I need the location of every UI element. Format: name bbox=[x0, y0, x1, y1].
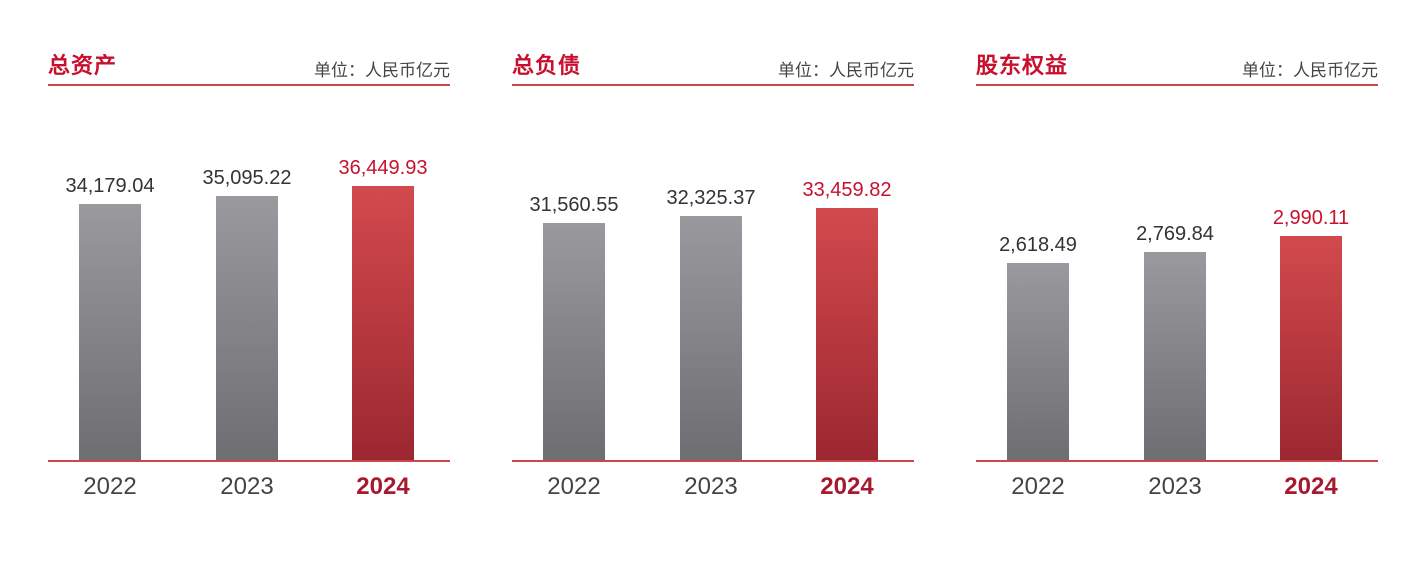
x-tick-label-2022: 2022 bbox=[83, 473, 136, 500]
bar-2023 bbox=[680, 216, 742, 461]
data-label-2023: 35,095.22 bbox=[203, 167, 292, 189]
unit-label: 单位：人民币亿元 bbox=[1242, 61, 1378, 81]
bar-2023 bbox=[216, 196, 278, 461]
bar-chart-shareholders-equity: 2,618.49 2022 2,769.84 2023 2,990.11 2024 bbox=[976, 207, 1378, 500]
x-tick-label-2024: 2024 bbox=[1284, 473, 1338, 500]
panel-header: 总负债 单位：人民币亿元 bbox=[512, 40, 914, 86]
panel-header: 股东权益 单位：人民币亿元 bbox=[976, 40, 1378, 86]
data-label-2022: 2,618.49 bbox=[999, 234, 1077, 256]
x-tick-label-2024: 2024 bbox=[820, 473, 874, 500]
x-tick-label-2022: 2022 bbox=[547, 473, 600, 500]
x-tick-label-2023: 2023 bbox=[220, 473, 273, 500]
chart-panel-total-liabilities: 总负债 单位：人民币亿元 31,560.55 2022 32,325.37 2023 3… bbox=[512, 40, 914, 510]
bar-2024 bbox=[352, 186, 414, 461]
bar-2022 bbox=[1007, 263, 1069, 461]
bar-2024 bbox=[1280, 236, 1342, 461]
bar-2022 bbox=[543, 223, 605, 461]
bar-chart-total-liabilities: 31,560.55 2022 32,325.37 2023 33,459.82 2024 bbox=[512, 179, 914, 500]
data-label-2022: 34,179.04 bbox=[66, 175, 155, 197]
panel-header: 总资产 单位：人民币亿元 bbox=[48, 40, 450, 86]
chart-panel-total-assets: 总资产 单位：人民币亿元 34,179.04 2022 35,095.22 2023 3… bbox=[48, 40, 450, 510]
data-label-2024: 2,990.11 bbox=[1273, 207, 1349, 229]
data-label-2024: 36,449.93 bbox=[339, 157, 428, 179]
x-tick-label-2023: 2023 bbox=[684, 473, 737, 500]
x-tick-label-2022: 2022 bbox=[1011, 473, 1064, 500]
unit-label: 单位：人民币亿元 bbox=[778, 61, 914, 81]
data-label-2023: 2,769.84 bbox=[1136, 223, 1214, 245]
chart-title: 总资产 bbox=[48, 54, 118, 79]
chart-title: 总负债 bbox=[512, 54, 582, 79]
x-tick-label-2024: 2024 bbox=[356, 473, 410, 500]
chart-panel-shareholders-equity: 股东权益 单位：人民币亿元 2,618.49 2022 2,769.84 2023 2,… bbox=[976, 40, 1378, 510]
data-label-2022: 31,560.55 bbox=[530, 194, 619, 216]
data-label-2023: 32,325.37 bbox=[667, 187, 756, 209]
chart-title: 股东权益 bbox=[976, 54, 1069, 79]
x-tick-label-2023: 2023 bbox=[1148, 473, 1201, 500]
bar-2022 bbox=[79, 204, 141, 461]
unit-label: 单位：人民币亿元 bbox=[314, 61, 450, 81]
bar-2024 bbox=[816, 208, 878, 461]
bar-chart-total-assets: 34,179.04 2022 35,095.22 2023 36,449.93 2024 bbox=[48, 157, 450, 500]
bar-2023 bbox=[1144, 252, 1206, 461]
data-label-2024: 33,459.82 bbox=[803, 179, 892, 201]
